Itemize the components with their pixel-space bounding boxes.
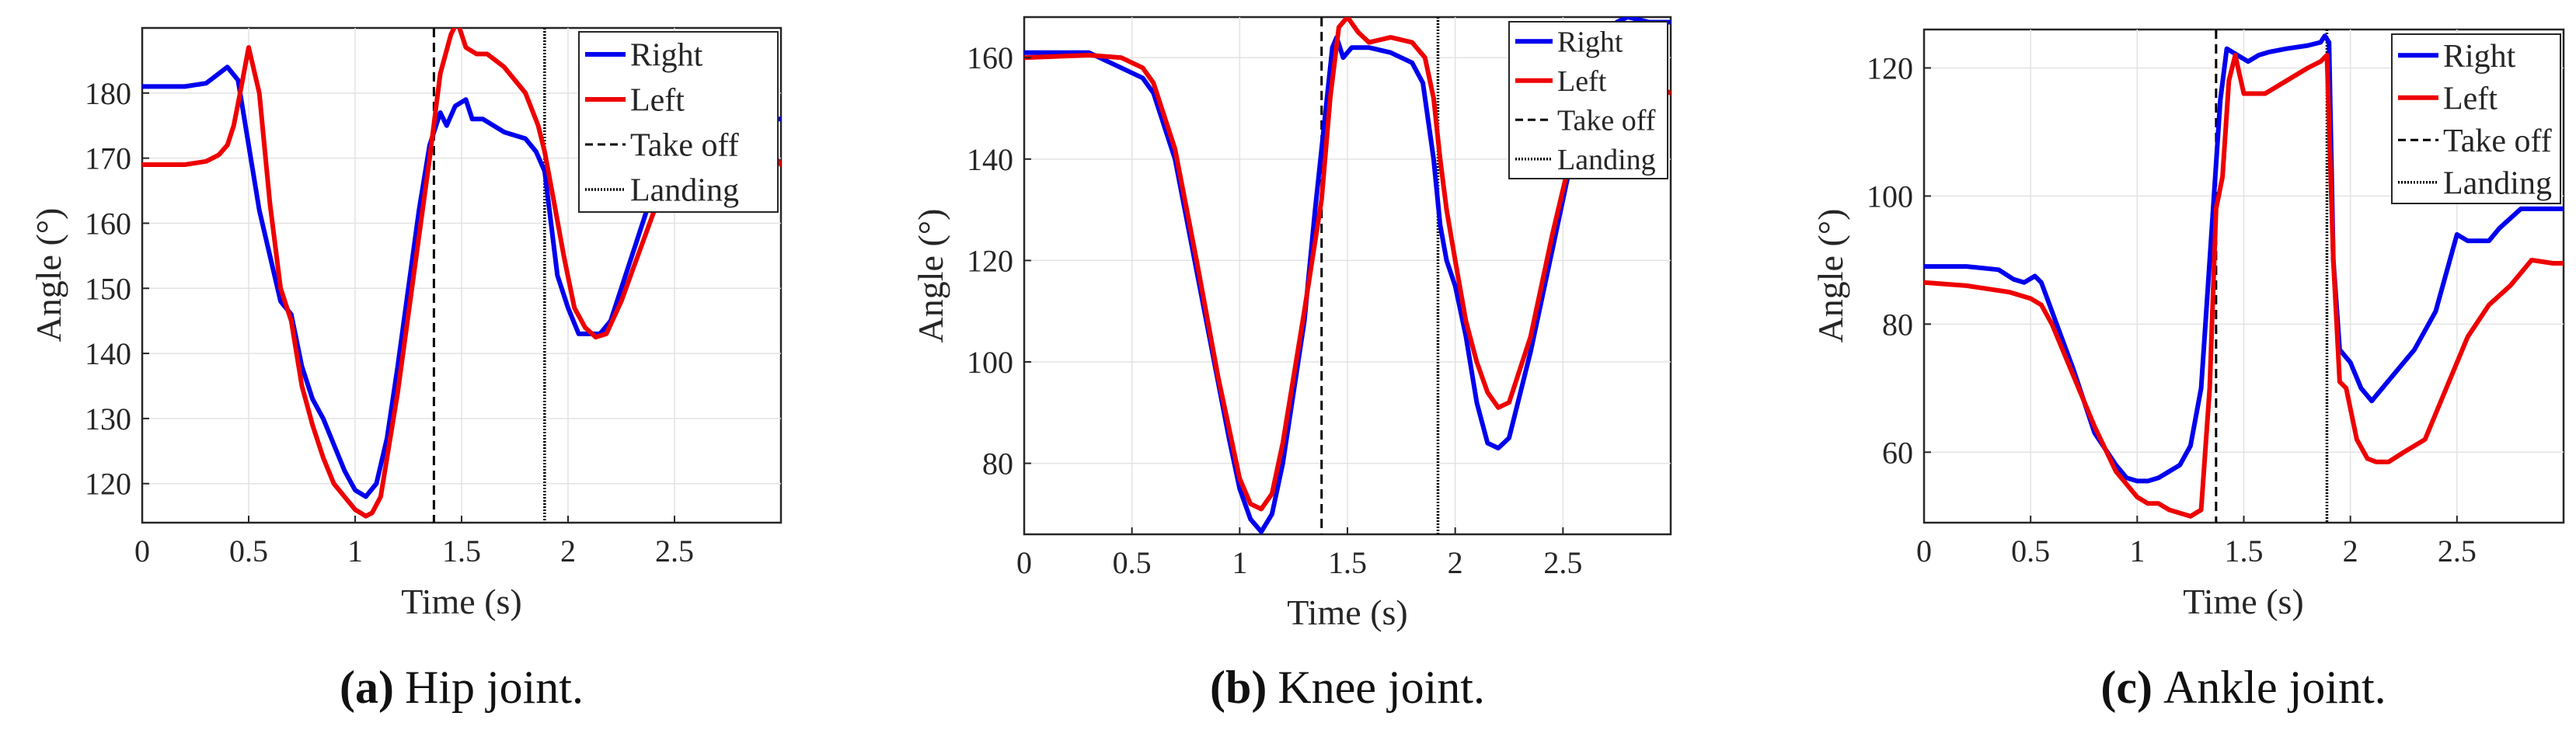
y-axis-label: Angle (°) — [29, 208, 68, 342]
x-tick-label: 0 — [1916, 534, 1932, 568]
ticks-hip: 0 0.5 1 1.5 2 2.5 120 130 140 150 160 170 180 — [85, 76, 694, 568]
legend-label: Take off — [630, 128, 739, 164]
y-tick-label: 140 — [85, 336, 131, 371]
y-tick-label: 80 — [982, 447, 1013, 482]
ticks-ankle: 0 0.5 1 1.5 2 2.5 60 80 100 120 — [1867, 50, 2477, 568]
series-line-left — [1024, 17, 1671, 512]
y-tick-label: 100 — [1867, 179, 1913, 214]
caption-knee: (b) Knee joint. — [1210, 662, 1485, 713]
x-tick-label: 1.5 — [2225, 534, 2264, 568]
series-line-right — [1924, 33, 2564, 484]
legend-label: Landing — [630, 173, 739, 209]
legend-label: Landing — [2443, 165, 2552, 201]
x-tick-label: 2.5 — [2438, 534, 2477, 568]
x-tick-label: 2 — [1448, 545, 1463, 580]
y-tick-label: 80 — [1882, 307, 1913, 342]
x-tick-label: 0.5 — [229, 534, 268, 568]
panel-ankle: 0 0.5 1 1.5 2 2.5 60 80 100 120 Time (s) Angle (°… — [1811, 28, 2565, 713]
x-tick-label: 1 — [1232, 545, 1247, 580]
series-line-left — [1924, 53, 2564, 519]
caption-letter: (c) — [2100, 662, 2152, 713]
legend-box — [2391, 33, 2561, 204]
series-knee — [1024, 17, 1671, 534]
caption-hip: (a) Hip joint. — [340, 662, 584, 713]
x-tick-label: 0 — [134, 534, 150, 568]
legend-label: Take off — [1557, 105, 1656, 137]
y-axis-label: Angle (°) — [1811, 209, 1850, 343]
caption-text: Hip joint. — [405, 662, 584, 713]
x-tick-label: 0.5 — [2011, 534, 2050, 568]
x-tick-label: 1 — [347, 534, 363, 568]
y-tick-label: 180 — [85, 76, 131, 111]
legend-label: Left — [1557, 65, 1607, 98]
y-tick-label: 150 — [85, 271, 131, 306]
grid-hip — [142, 28, 781, 523]
panel-hip: 0 0.5 1 1.5 2 2.5 120 130 140 150 160 170 180 Time (… — [29, 26, 783, 713]
y-tick-label: 140 — [967, 142, 1013, 177]
x-tick-label: 2.5 — [655, 534, 694, 568]
y-tick-label: 170 — [85, 141, 131, 176]
y-tick-label: 120 — [1867, 50, 1913, 85]
x-tick-label: 0 — [1016, 545, 1032, 580]
legend-label: Right — [630, 38, 703, 74]
y-tick-label: 100 — [967, 345, 1013, 380]
x-tick-label: 1.5 — [442, 534, 481, 568]
x-tick-label: 2.5 — [1543, 545, 1582, 580]
caption-ankle: (c) Ankle joint. — [2100, 662, 2386, 713]
series-ankle — [1924, 33, 2564, 519]
series-hip — [142, 28, 781, 519]
y-tick-label: 160 — [85, 206, 131, 241]
caption-text: Knee joint. — [1278, 662, 1485, 713]
y-axis-label: Angle (°) — [911, 209, 950, 343]
legend-label: Right — [2443, 39, 2516, 75]
y-tick-label: 160 — [967, 40, 1013, 75]
x-tick-label: 2 — [2343, 534, 2358, 568]
x-axis-label: Time (s) — [1287, 593, 1408, 632]
x-axis-label: Time (s) — [401, 582, 522, 621]
legend-ankle: Right Left Take off Landing — [2391, 33, 2561, 204]
caption-letter: (a) — [340, 662, 394, 713]
legend-label: Right — [1557, 26, 1623, 59]
legend-hip: Right Left Take off Landing — [578, 31, 779, 213]
y-tick-label: 60 — [1882, 435, 1913, 470]
event-lines-knee — [1320, 17, 1440, 534]
ticks-knee: 0 0.5 1 1.5 2 2.5 80 100 120 140 160 — [967, 40, 1582, 580]
y-tick-label: 120 — [967, 243, 1013, 278]
legend-box — [578, 31, 779, 213]
caption-text: Ankle joint. — [2163, 662, 2386, 713]
legend-knee: Right Left Take off Landing — [1508, 21, 1668, 179]
legend-box — [1508, 21, 1668, 179]
panel-knee: 0 0.5 1 1.5 2 2.5 80 100 120 140 160 Time (s) Angl… — [911, 16, 1672, 713]
y-tick-label: 120 — [85, 467, 131, 502]
legend-label: Left — [630, 83, 685, 119]
legend-label: Take off — [2443, 123, 2552, 159]
x-tick-label: 1 — [2129, 534, 2145, 568]
x-tick-label: 2 — [560, 534, 576, 568]
legend-label: Landing — [1557, 144, 1656, 176]
x-axis-label: Time (s) — [2183, 582, 2304, 621]
series-line-left — [142, 28, 781, 519]
x-tick-label: 0.5 — [1113, 545, 1152, 580]
caption-letter: (b) — [1210, 662, 1267, 713]
x-tick-label: 1.5 — [1328, 545, 1367, 580]
y-tick-label: 130 — [85, 402, 131, 436]
legend-label: Left — [2443, 81, 2498, 116]
